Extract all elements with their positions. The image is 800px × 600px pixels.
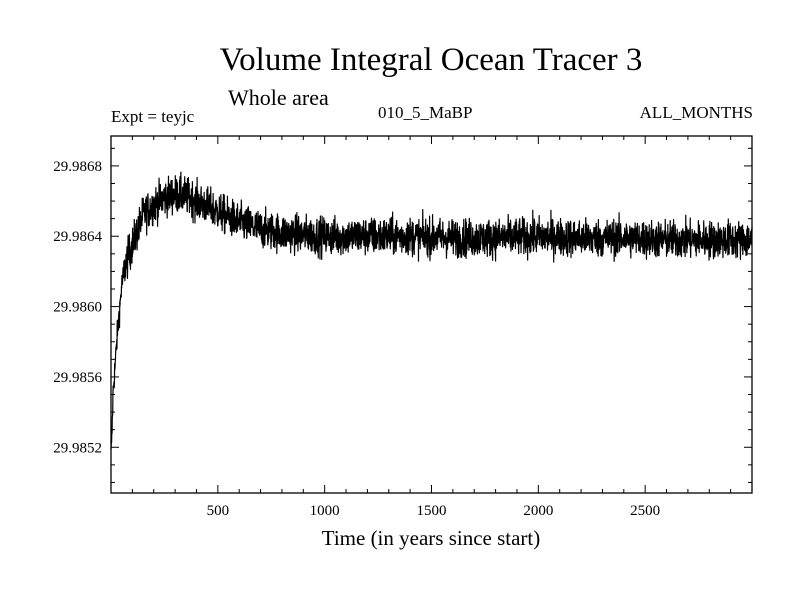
y-tick-label: 29.9856 <box>53 370 102 386</box>
y-tick-label: 29.9860 <box>53 300 102 316</box>
chart-subtitle: Whole area <box>228 85 329 110</box>
series-line <box>110 171 753 450</box>
chart-title: Volume Integral Ocean Tracer 3 <box>219 42 643 78</box>
x-tick-label: 2500 <box>630 503 660 519</box>
y-tick-label: 29.9864 <box>53 229 102 245</box>
months-label: ALL_MONTHS <box>639 103 753 122</box>
x-axis-label: Time (in years since start) <box>321 526 541 550</box>
x-tick-label: 1500 <box>417 503 447 519</box>
series-layer <box>110 171 753 450</box>
x-tick-label: 500 <box>207 503 230 519</box>
plot-frame <box>110 135 753 494</box>
x-tick-label: 1000 <box>310 503 340 519</box>
y-tick-label: 29.9852 <box>53 440 102 456</box>
axis-layer: 500 1000 1500 2000 2500 29.9852 29.9856 29.9860… <box>53 136 752 519</box>
y-tick-label: 29.9868 <box>53 159 102 175</box>
experiment-label: Expt = teyjc <box>111 107 195 126</box>
run-label: 010_5_MaBP <box>378 103 473 122</box>
x-tick-label: 2000 <box>523 503 553 519</box>
